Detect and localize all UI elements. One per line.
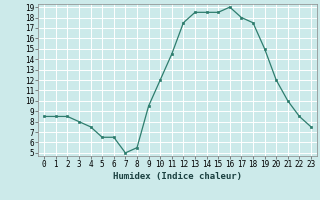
X-axis label: Humidex (Indice chaleur): Humidex (Indice chaleur) (113, 172, 242, 181)
